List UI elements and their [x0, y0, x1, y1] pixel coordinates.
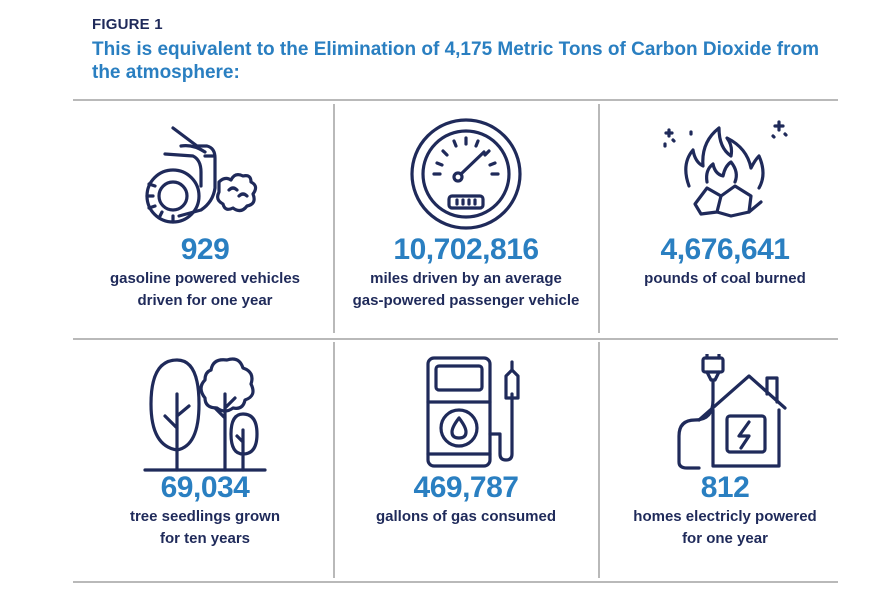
stat-label: pounds of coal burned — [644, 270, 806, 287]
column-divider-4 — [598, 342, 600, 578]
stat-trees: 69,034 tree seedlings grown for ten year… — [74, 354, 336, 550]
stat-label: miles driven by an average gas-powered p… — [352, 270, 580, 309]
figure-title: This is equivalent to the Elimination of… — [92, 39, 820, 83]
stat-value: 929 — [180, 233, 230, 266]
speedometer-icon — [410, 118, 522, 230]
stat-gas: 469,787 gallons of gas consumed — [335, 354, 597, 528]
stat-value: 812 — [700, 471, 750, 504]
stat-value: 469,787 — [413, 471, 519, 504]
stat-label: homes electricly powered for one year — [633, 508, 817, 547]
car-exhaust-icon — [145, 126, 258, 224]
stat-label: gallons of gas consumed — [375, 508, 557, 525]
stat-homes: 812 homes electricly powered for one yea… — [594, 354, 856, 550]
burning-coal-icon — [663, 120, 788, 218]
middle-divider — [73, 338, 838, 340]
stat-coal: 4,676,641 pounds of coal burned — [594, 116, 856, 290]
stat-value: 69,034 — [160, 471, 250, 504]
stat-label: tree seedlings grown for ten years — [129, 508, 281, 547]
stat-vehicles: 929 gasoline powered vehicles driven for… — [74, 116, 336, 312]
trees-icon — [143, 357, 267, 472]
stat-value: 10,702,816 — [393, 233, 539, 266]
stat-miles: 10,702,816 miles driven by an average ga… — [335, 116, 597, 312]
gas-pump-icon — [426, 356, 520, 468]
bottom-divider — [73, 581, 838, 583]
column-divider-1 — [333, 104, 335, 333]
figure-label: FIGURE 1 — [92, 16, 163, 33]
stat-label: gasoline powered vehicles driven for one… — [109, 270, 301, 309]
home-electric-icon — [677, 354, 787, 470]
top-divider — [73, 99, 838, 101]
column-divider-2 — [598, 104, 600, 333]
column-divider-3 — [333, 342, 335, 578]
stat-value: 4,676,641 — [660, 233, 790, 266]
